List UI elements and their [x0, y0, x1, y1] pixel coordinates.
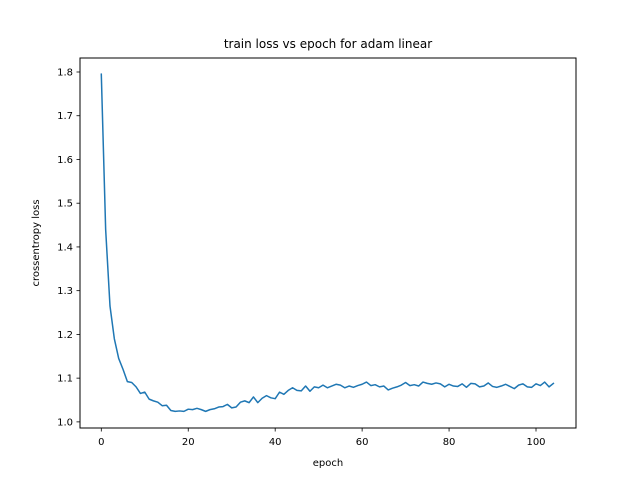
y-tick-label: 1.5 [57, 199, 73, 210]
series-layer [100, 73, 555, 413]
plot-area [80, 58, 576, 428]
x-axis-title: epoch [313, 458, 343, 469]
loss-line [100, 73, 555, 413]
x-tick-label: 60 [356, 437, 369, 448]
chart-title: train loss vs epoch for adam linear [224, 37, 432, 51]
x-tick-label: 0 [98, 437, 104, 448]
x-tick-label: 40 [269, 437, 282, 448]
x-axis: 0 20 40 60 80 100 [98, 428, 546, 448]
x-tick-label: 80 [443, 437, 456, 448]
y-tick-label: 1.1 [57, 374, 73, 385]
y-tick-label: 1.2 [57, 330, 73, 341]
y-tick-label: 1.3 [57, 286, 73, 297]
y-axis-title: crossentropy loss [31, 199, 42, 286]
plot-frame [79, 57, 577, 429]
y-tick-label: 1.4 [57, 242, 73, 253]
y-tick-label: 1.7 [57, 111, 73, 122]
y-axis: 1.0 1.1 1.2 1.3 1.4 1.5 1.6 1.7 1.8 [57, 67, 80, 428]
y-tick-label: 1.6 [57, 155, 73, 166]
y-tick-label: 1.0 [57, 417, 73, 428]
x-tick-label: 20 [182, 437, 195, 448]
x-tick-label: 100 [526, 437, 545, 448]
y-tick-label: 1.8 [57, 67, 73, 78]
